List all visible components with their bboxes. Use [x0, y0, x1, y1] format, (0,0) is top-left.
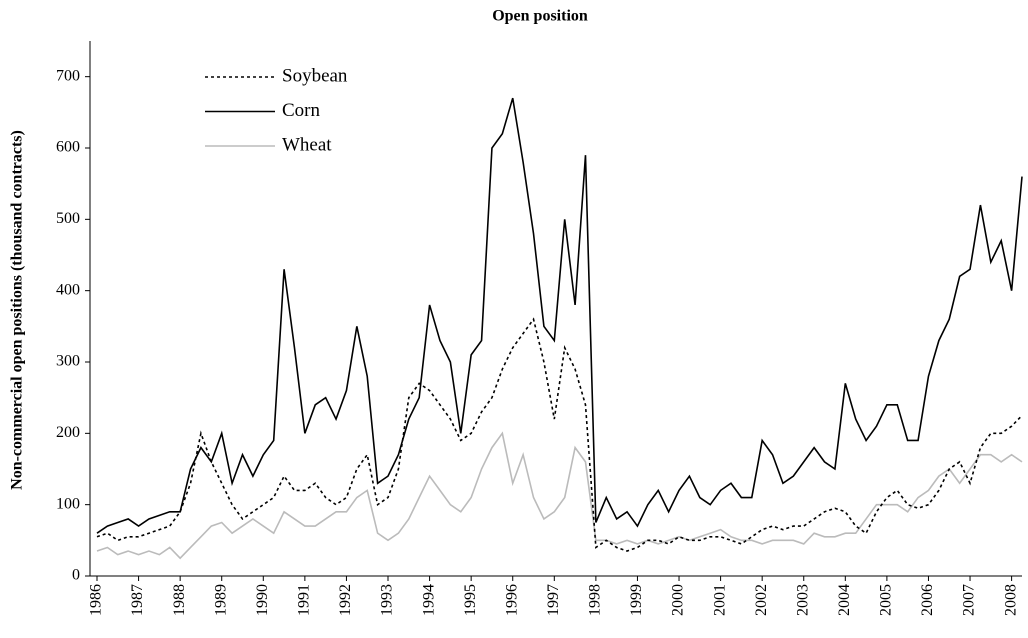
x-tick-label: 2001: [711, 584, 728, 616]
legend-label: Corn: [282, 100, 321, 121]
x-tick-label: 1993: [379, 584, 396, 616]
y-tick-label: 400: [56, 281, 80, 298]
x-tick-label: 1987: [129, 584, 146, 616]
y-tick-label: 300: [56, 353, 80, 370]
x-tick-label: 1991: [296, 584, 313, 616]
y-tick-label: 700: [56, 67, 80, 84]
x-tick-label: 2003: [794, 584, 811, 616]
y-tick-label: 600: [56, 139, 80, 156]
x-tick-label: 1992: [337, 584, 354, 616]
y-tick-label: 500: [56, 210, 80, 227]
x-tick-label: 2000: [670, 584, 687, 616]
y-tick-label: 0: [72, 567, 80, 584]
x-tick-label: 2004: [836, 584, 853, 616]
y-axis-label: Non-commercial open positions (thousand …: [9, 130, 26, 490]
chart-title: Open position: [492, 8, 588, 25]
y-tick-label: 200: [56, 424, 80, 441]
x-tick-label: 2002: [753, 584, 770, 616]
legend-label: Wheat: [282, 134, 332, 155]
y-tick-label: 100: [56, 495, 80, 512]
x-tick-label: 1989: [212, 584, 229, 616]
x-tick-label: 1999: [628, 584, 645, 616]
x-tick-label: 1996: [503, 584, 520, 616]
x-tick-label: 1990: [254, 584, 271, 616]
x-tick-label: 1994: [420, 584, 437, 616]
series-line: [96, 431, 1023, 560]
series-line: [96, 317, 1023, 552]
x-tick-label: 2006: [919, 584, 936, 616]
legend-label: Soybean: [282, 65, 348, 86]
x-tick-label: 2008: [1002, 584, 1019, 616]
x-tick-label: 1998: [587, 584, 604, 616]
x-tick-label: 1988: [171, 584, 188, 616]
series-line: [96, 97, 1023, 534]
x-tick-label: 2007: [961, 584, 978, 616]
x-tick-label: 1986: [88, 584, 105, 616]
x-tick-label: 1997: [545, 584, 562, 616]
x-tick-label: 1995: [462, 584, 479, 616]
x-tick-label: 2005: [878, 584, 895, 616]
